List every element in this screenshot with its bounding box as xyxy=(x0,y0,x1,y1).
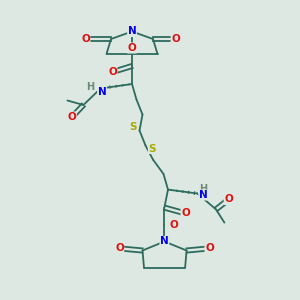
Text: N: N xyxy=(160,236,169,247)
Text: O: O xyxy=(171,34,180,44)
Text: O: O xyxy=(169,220,178,230)
Text: O: O xyxy=(128,43,136,53)
Text: O: O xyxy=(108,67,117,77)
Text: N: N xyxy=(128,26,136,37)
Text: S: S xyxy=(129,122,137,133)
Text: S: S xyxy=(148,143,156,154)
Text: H: H xyxy=(199,184,207,194)
Text: O: O xyxy=(224,194,233,205)
Text: N: N xyxy=(199,190,208,200)
Text: O: O xyxy=(181,208,190,218)
Text: O: O xyxy=(115,243,124,254)
Text: H: H xyxy=(86,82,94,92)
Text: O: O xyxy=(81,34,90,44)
Text: O: O xyxy=(205,243,214,254)
Text: N: N xyxy=(98,86,106,97)
Text: O: O xyxy=(68,112,76,122)
